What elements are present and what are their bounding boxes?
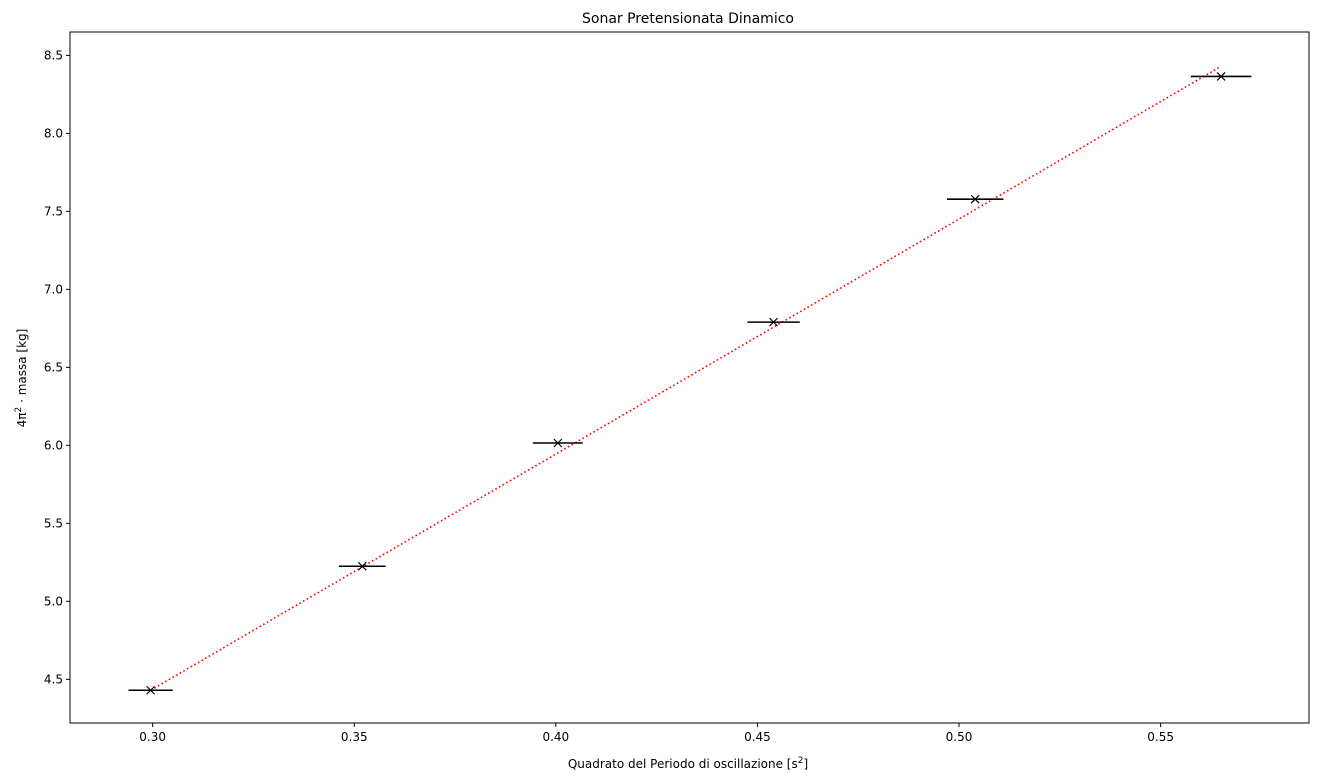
data-point-marker	[357, 561, 367, 571]
y-tick-label: 6.5	[44, 360, 63, 374]
axes-frame	[69, 31, 1310, 724]
x-tick-label: 0.55	[1147, 730, 1174, 744]
x-axis-label-suffix: ]	[803, 757, 808, 771]
y-tick-label: 7.0	[44, 282, 63, 296]
chart-title: Sonar Pretensionata Dinamico	[582, 11, 794, 27]
data-point-marker	[553, 438, 563, 448]
y-tick-label: 4.5	[44, 672, 63, 686]
y-axis-label-suffix: · massa [kg]	[15, 329, 29, 407]
x-axis-label-sup: 2	[798, 756, 804, 766]
y-tick-label: 8.5	[44, 48, 63, 62]
y-tick-label: 5.0	[44, 594, 63, 608]
x-tick-label: 0.45	[744, 730, 771, 744]
data-point-marker	[146, 685, 156, 695]
y-tick-label: 8.0	[44, 126, 63, 140]
x-tick-label: 0.50	[946, 730, 973, 744]
x-tick-label: 0.30	[139, 730, 166, 744]
data-point-marker	[769, 317, 778, 327]
y-tick-label: 7.5	[44, 204, 63, 218]
y-tick-label: 6.0	[44, 438, 63, 452]
y-tick-label: 5.5	[44, 516, 63, 530]
x-tick-label: 0.35	[341, 730, 368, 744]
y-axis-label-sup: 2	[14, 407, 24, 413]
y-axis-label-prefix: 4π	[15, 412, 29, 427]
x-tick-label: 0.40	[542, 730, 569, 744]
x-axis-label-prefix: Quadrato del Periodo di oscillazione [s	[568, 757, 798, 771]
x-axis-ticks: 0.30 0.35 0.40 0.45 0.50 0.55	[139, 723, 1174, 744]
y-axis-label: 4π2 · massa [kg]	[14, 329, 29, 428]
data-point-marker	[970, 194, 980, 204]
plot-area	[128, 65, 1252, 695]
data-point-marker	[1216, 72, 1226, 81]
x-axis-label: Quadrato del Periodo di oscillazione [s2…	[568, 756, 808, 771]
fit-line	[150, 65, 1222, 691]
y-axis-ticks: 4.5 5.0 5.5 6.0 6.5 7.0 7.5 8.0 8.5	[44, 48, 70, 686]
